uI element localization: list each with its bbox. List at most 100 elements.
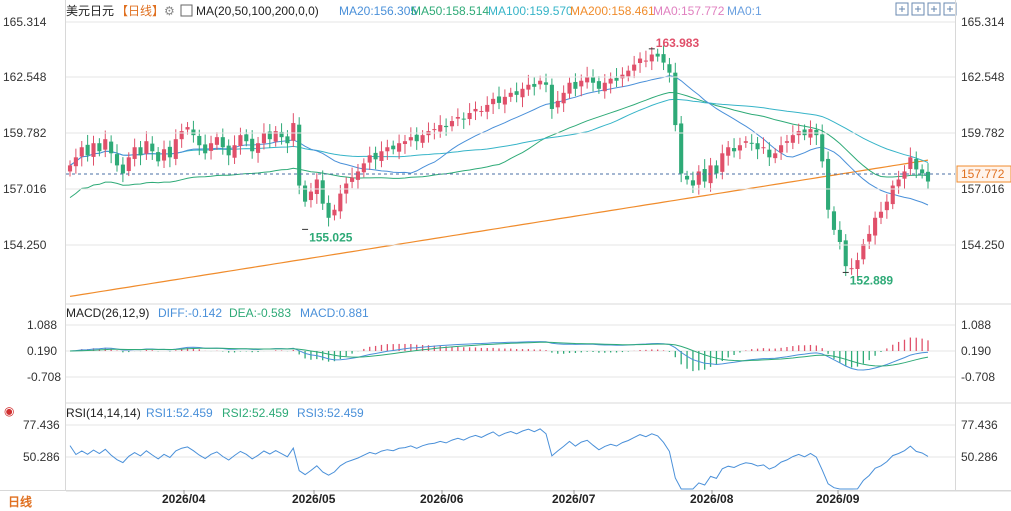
macd-tick-left: 0.190 xyxy=(27,344,57,358)
candle xyxy=(831,206,837,235)
rsi-target-icon[interactable]: ◉ xyxy=(4,404,14,418)
candle xyxy=(103,130,108,158)
ma-label: MA200:158.461 xyxy=(570,4,655,18)
candle xyxy=(902,165,907,189)
candle xyxy=(197,129,202,156)
candle xyxy=(208,135,214,160)
macd-dea: DEA:-0.583 xyxy=(229,306,291,320)
candle xyxy=(749,134,754,151)
candle xyxy=(878,201,884,225)
candle xyxy=(814,123,819,146)
zoom-in-icon[interactable] xyxy=(911,2,925,16)
macd-tick-left: -0.708 xyxy=(27,370,61,384)
candle xyxy=(690,171,695,193)
candle xyxy=(114,144,120,172)
candle xyxy=(291,113,296,148)
candle xyxy=(779,136,784,160)
candle xyxy=(726,140,731,166)
candle xyxy=(344,177,349,204)
indicator-icon[interactable] xyxy=(180,4,193,17)
ma-label: MA100:159.570 xyxy=(488,4,573,18)
candle xyxy=(173,129,178,166)
fit-icon[interactable] xyxy=(943,2,957,16)
candle xyxy=(485,96,490,120)
candle xyxy=(890,180,895,210)
candle xyxy=(326,195,331,227)
dea-line xyxy=(69,341,929,367)
candle xyxy=(826,151,831,219)
candle xyxy=(567,77,572,99)
candle xyxy=(590,69,596,92)
candle xyxy=(185,122,190,135)
x-tick-label: 2026/08 xyxy=(690,492,734,506)
candle xyxy=(261,123,266,150)
price-tick-right: 159.782 xyxy=(961,126,1005,140)
candle xyxy=(667,57,672,83)
price-axis: 165.314 165.314 162.548 162.548 159.782 159.7… xyxy=(3,15,1005,252)
rsi-title: RSI(14,14,14) xyxy=(66,406,141,420)
high-annotation: 163.983 xyxy=(656,36,700,50)
candle xyxy=(820,124,825,168)
price-tick-left: 157.016 xyxy=(3,182,47,196)
candle xyxy=(491,92,496,114)
x-tick-label: 2026/05 xyxy=(292,492,336,506)
candle xyxy=(385,139,390,160)
candle xyxy=(79,140,84,167)
ma-spec: MA(20,50,100,200,0,0) xyxy=(196,4,319,18)
candle xyxy=(673,62,678,132)
candle xyxy=(355,163,361,189)
candle xyxy=(144,131,149,160)
candle xyxy=(361,158,366,178)
zoom-out-icon[interactable] xyxy=(927,2,941,16)
macd-tick-left: 1.088 xyxy=(27,318,57,332)
candle xyxy=(649,47,654,71)
candle xyxy=(73,148,78,174)
candle xyxy=(884,194,889,219)
period-label: 【日线】 xyxy=(116,4,164,18)
candle xyxy=(596,76,601,94)
macd-value: MACD:0.881 xyxy=(300,306,369,320)
candle xyxy=(332,204,337,221)
candle xyxy=(179,123,184,148)
candle xyxy=(849,258,854,275)
x-tick-label: 2026/06 xyxy=(420,492,464,506)
candle xyxy=(608,72,613,94)
candle xyxy=(637,52,643,73)
candle xyxy=(414,127,419,150)
period-button[interactable]: 日线 xyxy=(8,494,32,509)
low-annotation-2: 152.889 xyxy=(850,273,894,287)
last-price-tag xyxy=(956,165,1011,183)
candle xyxy=(755,136,760,160)
candle xyxy=(220,128,225,155)
candle xyxy=(338,184,343,219)
candle xyxy=(150,136,155,160)
candle xyxy=(126,152,131,177)
x-tick-label: 2026/04 xyxy=(162,492,206,506)
candle xyxy=(320,170,325,210)
candle xyxy=(873,211,878,246)
candle xyxy=(632,55,637,79)
price-tick-right: 165.314 xyxy=(961,15,1005,29)
candle xyxy=(432,122,437,140)
crosshair-icon[interactable] xyxy=(895,2,909,16)
ma-label: MA0:1 xyxy=(727,4,762,18)
candle xyxy=(85,134,90,162)
price-tick-left: 162.548 xyxy=(3,70,47,84)
rsi-header: ◉ RSI(14,14,14) RSI1:52.459 RSI2:52.459 … xyxy=(4,404,364,420)
candle xyxy=(549,78,554,119)
price-tick-left: 154.250 xyxy=(3,238,47,252)
rsi-tick-right: 77.436 xyxy=(961,418,998,432)
candle xyxy=(479,105,484,117)
candle xyxy=(532,76,537,96)
candle xyxy=(585,66,590,89)
candle xyxy=(538,75,543,90)
grid xyxy=(0,0,1011,492)
candle xyxy=(579,74,584,97)
settings-icon[interactable]: ⚙ xyxy=(164,4,175,18)
candle xyxy=(109,135,114,164)
candle xyxy=(138,140,143,166)
rsi-tick-left: 77.436 xyxy=(23,418,60,432)
last-price-label: 157.772 xyxy=(961,167,1005,181)
candle xyxy=(214,132,219,150)
